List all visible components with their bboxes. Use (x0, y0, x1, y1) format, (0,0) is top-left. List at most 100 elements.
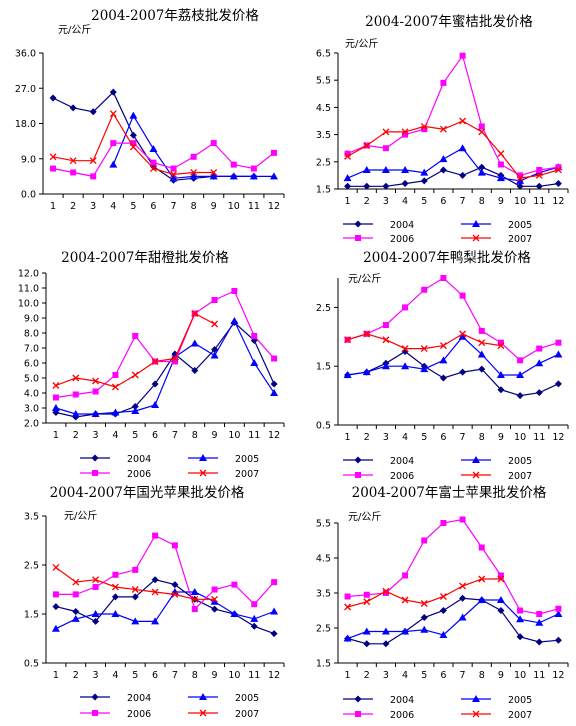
series-2007 (52, 310, 219, 391)
legend-marker (354, 695, 362, 703)
x-tick-label: 11 (248, 201, 260, 212)
data-point (190, 168, 198, 176)
y-tick-label: 8.0 (24, 329, 39, 340)
data-point (477, 168, 486, 176)
data-point (536, 166, 543, 173)
legend-marker (355, 235, 361, 241)
series-2007 (344, 575, 505, 611)
data-point (250, 614, 259, 622)
data-point (420, 168, 429, 176)
data-point (171, 542, 178, 549)
y-tick-label: 0.0 (21, 190, 36, 201)
data-point (420, 365, 429, 373)
series-2007 (52, 563, 219, 603)
data-point (421, 286, 428, 293)
data-point (171, 590, 179, 598)
data-point (516, 633, 524, 641)
y-tick-label: 2.5 (316, 303, 331, 314)
data-point (170, 170, 178, 178)
data-point (477, 596, 486, 603)
x-tick-label: 10 (514, 432, 526, 443)
x-tick-label: 11 (248, 670, 260, 681)
data-point (459, 368, 467, 376)
data-point (382, 182, 390, 190)
data-point (131, 407, 140, 414)
data-point (190, 339, 199, 347)
data-point (439, 125, 447, 133)
data-point (363, 330, 371, 338)
x-tick-label: 6 (440, 670, 446, 681)
data-point (109, 110, 117, 118)
data-point (477, 350, 486, 358)
data-point (343, 174, 352, 182)
data-point (72, 578, 80, 586)
series-2005 (343, 332, 563, 379)
x-tick-label: 12 (552, 670, 564, 681)
legend-label: 2007 (508, 234, 532, 245)
series-2004 (49, 88, 258, 184)
data-point (110, 140, 117, 147)
legend-label: 2006 (390, 471, 414, 482)
data-point (92, 584, 99, 591)
data-point (497, 342, 505, 350)
data-point (49, 153, 57, 161)
data-point (91, 410, 100, 417)
y-tick-label: 5.0 (24, 374, 39, 385)
legend-label: 2006 (390, 234, 414, 245)
data-point (478, 128, 486, 136)
data-point (458, 613, 467, 621)
data-point (230, 610, 239, 617)
legend-item-2005: 2005 (461, 695, 532, 706)
y-tick-label: 1.5 (316, 362, 331, 373)
y-tick-label: 12.0 (18, 269, 39, 280)
data-point (251, 601, 258, 608)
data-point (439, 607, 447, 614)
y-tick-label: 36.0 (15, 49, 36, 60)
data-point (151, 588, 159, 596)
y-tick-label: 5.5 (316, 76, 331, 87)
x-tick-label: 5 (130, 201, 136, 212)
x-tick-label: 11 (533, 196, 545, 207)
data-point (92, 388, 99, 395)
data-point (478, 365, 486, 373)
y-tick-label: 2.5 (316, 624, 331, 635)
x-tick-label: 7 (460, 196, 466, 207)
data-point (535, 389, 543, 397)
x-tick-label: 2 (364, 196, 370, 207)
data-point (51, 624, 60, 632)
legend-label: 2007 (508, 471, 532, 482)
x-tick-label: 1 (345, 196, 351, 207)
y-tick-label: 2.5 (24, 561, 39, 572)
x-tick-label: 3 (383, 670, 389, 681)
data-point (189, 172, 198, 180)
legend-marker (472, 456, 480, 463)
legend-label: 2007 (235, 469, 259, 480)
data-point (439, 374, 447, 382)
data-point (191, 310, 199, 317)
data-point (382, 336, 390, 344)
y-tick-label: 2.5 (316, 157, 331, 168)
series-2005 (109, 111, 278, 182)
legend-item-2007: 2007 (461, 710, 532, 721)
legend-label: 2004 (390, 456, 414, 467)
x-tick-label: 1 (345, 670, 351, 681)
data-point (363, 182, 371, 190)
data-point (382, 640, 390, 648)
data-point (496, 371, 505, 379)
data-point (382, 145, 389, 152)
data-point (362, 368, 371, 376)
legend-item-2004: 2004 (80, 454, 151, 465)
data-point (459, 117, 467, 125)
data-point (132, 566, 139, 573)
data-point (250, 622, 258, 630)
y-tick-label: 6.5 (316, 49, 331, 60)
data-point (71, 410, 80, 417)
x-tick-label: 12 (268, 430, 280, 441)
data-point (382, 128, 390, 136)
data-point (535, 359, 544, 367)
data-point (420, 625, 429, 633)
data-point (211, 595, 219, 603)
x-tick-label: 4 (112, 430, 118, 441)
x-tick-label: 3 (93, 670, 99, 681)
series-line (347, 277, 559, 362)
